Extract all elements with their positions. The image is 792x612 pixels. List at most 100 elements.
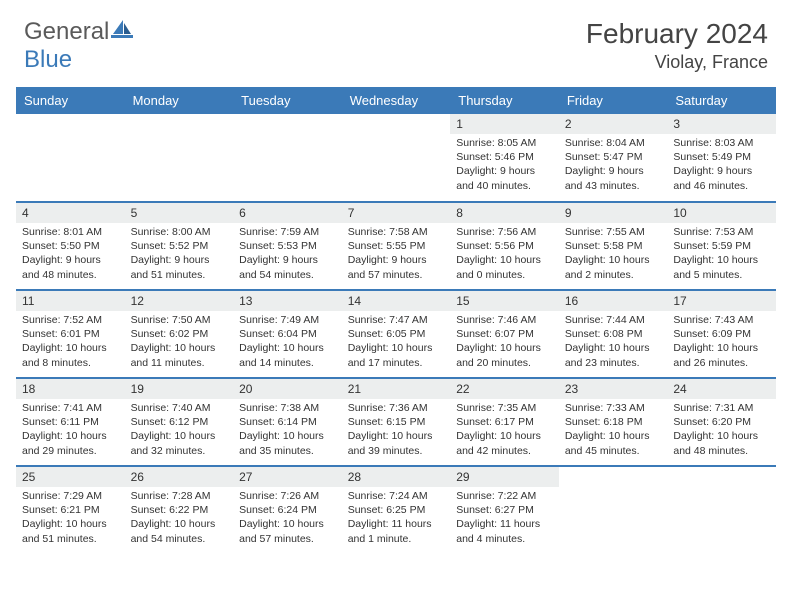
day-content: Sunrise: 7:33 AMSunset: 6:18 PMDaylight:… bbox=[559, 399, 668, 462]
day-number: 12 bbox=[125, 291, 234, 311]
day-number: 26 bbox=[125, 467, 234, 487]
day-number: 9 bbox=[559, 203, 668, 223]
daylight-text: Daylight: 9 hours and 46 minutes. bbox=[673, 164, 770, 192]
day-content: Sunrise: 7:28 AMSunset: 6:22 PMDaylight:… bbox=[125, 487, 234, 550]
day-cell: 6Sunrise: 7:59 AMSunset: 5:53 PMDaylight… bbox=[233, 202, 342, 290]
sunrise-text: Sunrise: 7:44 AM bbox=[565, 313, 662, 327]
day-number: 4 bbox=[16, 203, 125, 223]
logo-word1: General bbox=[24, 18, 109, 46]
day-content: Sunrise: 7:47 AMSunset: 6:05 PMDaylight:… bbox=[342, 311, 451, 374]
day-cell: 15Sunrise: 7:46 AMSunset: 6:07 PMDayligh… bbox=[450, 290, 559, 378]
day-number: 22 bbox=[450, 379, 559, 399]
day-cell bbox=[559, 466, 668, 554]
day-cell: 12Sunrise: 7:50 AMSunset: 6:02 PMDayligh… bbox=[125, 290, 234, 378]
day-number: 16 bbox=[559, 291, 668, 311]
day-number: 3 bbox=[667, 114, 776, 134]
sunset-text: Sunset: 6:02 PM bbox=[131, 327, 228, 341]
day-number: 28 bbox=[342, 467, 451, 487]
day-cell: 25Sunrise: 7:29 AMSunset: 6:21 PMDayligh… bbox=[16, 466, 125, 554]
logo-sail-icon bbox=[111, 18, 133, 43]
day-number: 19 bbox=[125, 379, 234, 399]
sunrise-text: Sunrise: 7:35 AM bbox=[456, 401, 553, 415]
location: Violay, France bbox=[586, 52, 768, 73]
sunset-text: Sunset: 6:14 PM bbox=[239, 415, 336, 429]
day-content: Sunrise: 7:55 AMSunset: 5:58 PMDaylight:… bbox=[559, 223, 668, 286]
day-cell bbox=[667, 466, 776, 554]
daylight-text: Daylight: 10 hours and 51 minutes. bbox=[22, 517, 119, 545]
day-content: Sunrise: 7:53 AMSunset: 5:59 PMDaylight:… bbox=[667, 223, 776, 286]
day-content: Sunrise: 7:59 AMSunset: 5:53 PMDaylight:… bbox=[233, 223, 342, 286]
sunset-text: Sunset: 6:24 PM bbox=[239, 503, 336, 517]
daylight-text: Daylight: 10 hours and 5 minutes. bbox=[673, 253, 770, 281]
weekday-header: Monday bbox=[125, 87, 234, 114]
day-content: Sunrise: 7:40 AMSunset: 6:12 PMDaylight:… bbox=[125, 399, 234, 462]
day-content: Sunrise: 7:41 AMSunset: 6:11 PMDaylight:… bbox=[16, 399, 125, 462]
weekday-header: Wednesday bbox=[342, 87, 451, 114]
sunrise-text: Sunrise: 7:49 AM bbox=[239, 313, 336, 327]
week-row: 1Sunrise: 8:05 AMSunset: 5:46 PMDaylight… bbox=[16, 114, 776, 202]
daylight-text: Daylight: 10 hours and 45 minutes. bbox=[565, 429, 662, 457]
sunset-text: Sunset: 6:07 PM bbox=[456, 327, 553, 341]
day-content: Sunrise: 8:00 AMSunset: 5:52 PMDaylight:… bbox=[125, 223, 234, 286]
day-content: Sunrise: 7:46 AMSunset: 6:07 PMDaylight:… bbox=[450, 311, 559, 374]
sunrise-text: Sunrise: 8:01 AM bbox=[22, 225, 119, 239]
day-content: Sunrise: 7:44 AMSunset: 6:08 PMDaylight:… bbox=[559, 311, 668, 374]
day-number bbox=[16, 114, 125, 134]
sunrise-text: Sunrise: 7:55 AM bbox=[565, 225, 662, 239]
day-content: Sunrise: 7:31 AMSunset: 6:20 PMDaylight:… bbox=[667, 399, 776, 462]
day-number: 25 bbox=[16, 467, 125, 487]
sunrise-text: Sunrise: 7:28 AM bbox=[131, 489, 228, 503]
sunset-text: Sunset: 5:58 PM bbox=[565, 239, 662, 253]
sunrise-text: Sunrise: 7:29 AM bbox=[22, 489, 119, 503]
day-number: 15 bbox=[450, 291, 559, 311]
sunset-text: Sunset: 5:59 PM bbox=[673, 239, 770, 253]
day-number: 14 bbox=[342, 291, 451, 311]
sunrise-text: Sunrise: 8:05 AM bbox=[456, 136, 553, 150]
day-number bbox=[125, 114, 234, 134]
day-content: Sunrise: 7:36 AMSunset: 6:15 PMDaylight:… bbox=[342, 399, 451, 462]
sunrise-text: Sunrise: 7:50 AM bbox=[131, 313, 228, 327]
sunrise-text: Sunrise: 7:52 AM bbox=[22, 313, 119, 327]
daylight-text: Daylight: 11 hours and 1 minute. bbox=[348, 517, 445, 545]
day-number: 10 bbox=[667, 203, 776, 223]
day-number bbox=[559, 467, 668, 487]
sunset-text: Sunset: 6:12 PM bbox=[131, 415, 228, 429]
sunrise-text: Sunrise: 7:59 AM bbox=[239, 225, 336, 239]
sunset-text: Sunset: 6:01 PM bbox=[22, 327, 119, 341]
week-row: 18Sunrise: 7:41 AMSunset: 6:11 PMDayligh… bbox=[16, 378, 776, 466]
sunset-text: Sunset: 5:49 PM bbox=[673, 150, 770, 164]
sunrise-text: Sunrise: 7:43 AM bbox=[673, 313, 770, 327]
day-content: Sunrise: 7:22 AMSunset: 6:27 PMDaylight:… bbox=[450, 487, 559, 550]
sunset-text: Sunset: 6:05 PM bbox=[348, 327, 445, 341]
sunrise-text: Sunrise: 8:04 AM bbox=[565, 136, 662, 150]
day-content: Sunrise: 7:35 AMSunset: 6:17 PMDaylight:… bbox=[450, 399, 559, 462]
day-cell bbox=[233, 114, 342, 202]
daylight-text: Daylight: 10 hours and 54 minutes. bbox=[131, 517, 228, 545]
day-number bbox=[667, 467, 776, 487]
day-content: Sunrise: 8:04 AMSunset: 5:47 PMDaylight:… bbox=[559, 134, 668, 197]
sunrise-text: Sunrise: 7:40 AM bbox=[131, 401, 228, 415]
title-block: February 2024 Violay, France bbox=[586, 18, 768, 73]
day-number: 7 bbox=[342, 203, 451, 223]
sunset-text: Sunset: 6:22 PM bbox=[131, 503, 228, 517]
logo: General bbox=[24, 18, 133, 46]
daylight-text: Daylight: 10 hours and 48 minutes. bbox=[673, 429, 770, 457]
day-number: 20 bbox=[233, 379, 342, 399]
sunrise-text: Sunrise: 7:41 AM bbox=[22, 401, 119, 415]
day-cell bbox=[16, 114, 125, 202]
sunrise-text: Sunrise: 7:36 AM bbox=[348, 401, 445, 415]
sunrise-text: Sunrise: 7:33 AM bbox=[565, 401, 662, 415]
day-content: Sunrise: 7:52 AMSunset: 6:01 PMDaylight:… bbox=[16, 311, 125, 374]
day-cell: 27Sunrise: 7:26 AMSunset: 6:24 PMDayligh… bbox=[233, 466, 342, 554]
day-cell: 2Sunrise: 8:04 AMSunset: 5:47 PMDaylight… bbox=[559, 114, 668, 202]
day-content: Sunrise: 7:49 AMSunset: 6:04 PMDaylight:… bbox=[233, 311, 342, 374]
sunrise-text: Sunrise: 7:53 AM bbox=[673, 225, 770, 239]
daylight-text: Daylight: 10 hours and 23 minutes. bbox=[565, 341, 662, 369]
calendar-table: Sunday Monday Tuesday Wednesday Thursday… bbox=[16, 87, 776, 554]
week-row: 11Sunrise: 7:52 AMSunset: 6:01 PMDayligh… bbox=[16, 290, 776, 378]
day-content: Sunrise: 7:38 AMSunset: 6:14 PMDaylight:… bbox=[233, 399, 342, 462]
weekday-header: Sunday bbox=[16, 87, 125, 114]
sunset-text: Sunset: 5:55 PM bbox=[348, 239, 445, 253]
sunset-text: Sunset: 6:27 PM bbox=[456, 503, 553, 517]
day-number: 1 bbox=[450, 114, 559, 134]
